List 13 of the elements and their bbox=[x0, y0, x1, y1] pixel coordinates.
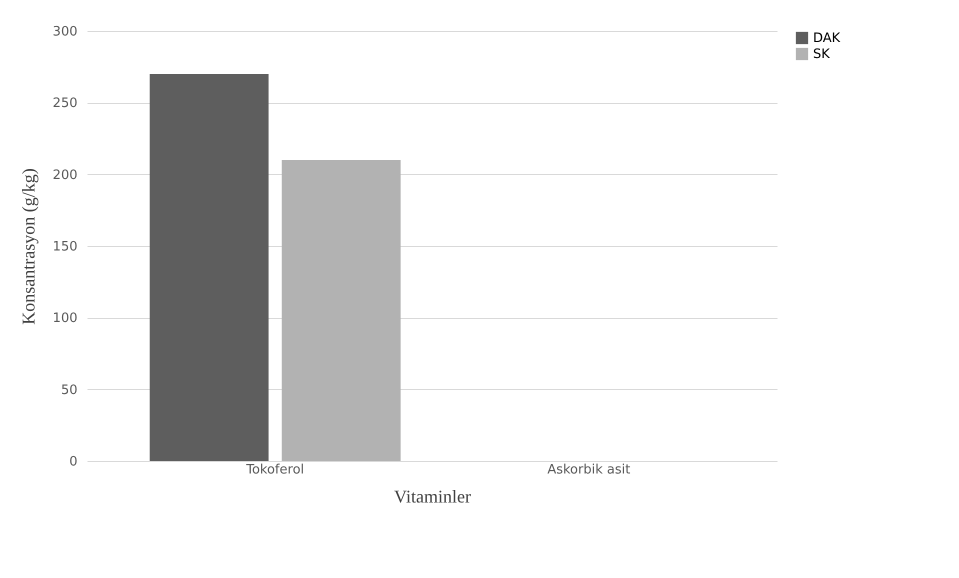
y-tick-label: 300 bbox=[52, 24, 78, 40]
x-tick-label: Tokoferol bbox=[245, 462, 304, 478]
y-tick-label: 0 bbox=[69, 454, 78, 470]
x-axis-title: Vitaminler bbox=[394, 486, 471, 506]
y-tick-label: 150 bbox=[52, 240, 78, 254]
y-tick-label: 250 bbox=[52, 96, 78, 112]
legend-label: SK bbox=[813, 47, 830, 62]
y-tick-label: 200 bbox=[52, 168, 78, 183]
y-tick-label: 50 bbox=[60, 382, 78, 398]
y-axis-title: Konsantrasyon (g/kg) bbox=[18, 168, 39, 325]
x-tick-label: Askorbik asit bbox=[547, 462, 630, 478]
legend-label: DAK bbox=[813, 31, 841, 46]
y-tick-label: 100 bbox=[52, 311, 78, 326]
